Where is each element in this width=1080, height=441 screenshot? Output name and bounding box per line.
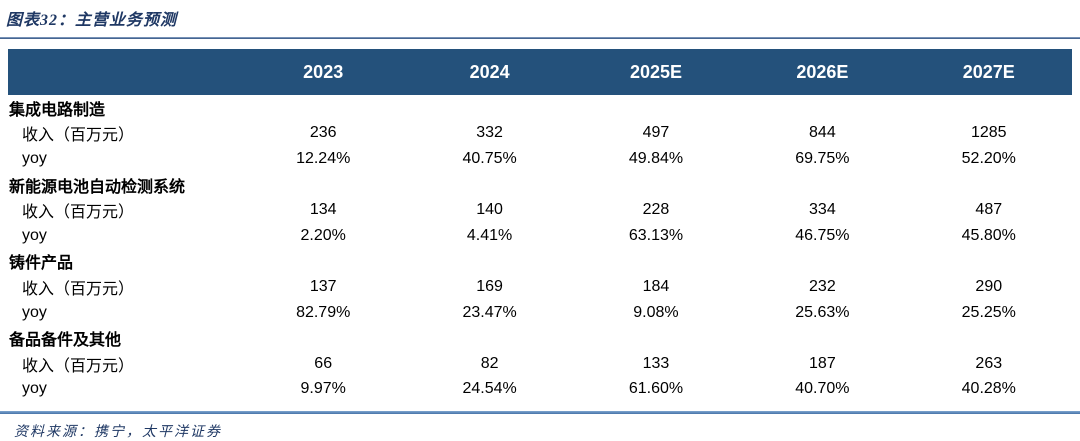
row-label-yoy: yoy — [22, 149, 47, 167]
yoy-value: 2.20% — [300, 226, 346, 244]
column-header-2025e: 2025E — [572, 49, 740, 95]
column-header-2027e: 2027E — [905, 49, 1072, 95]
table-header-row: 2023 2024 2025E 2026E 2027E — [8, 49, 1072, 95]
section-header-row: 新能源电池自动检测系统 — [8, 172, 1072, 198]
yoy-value: 52.20% — [961, 149, 1016, 167]
section-name: 新能源电池自动检测系统 — [9, 178, 186, 196]
yoy-value: 69.75% — [795, 149, 850, 167]
row-label-yoy: yoy — [22, 380, 47, 398]
column-header-empty — [8, 49, 240, 95]
yoy-value: 24.54% — [462, 380, 517, 398]
revenue-value: 263 — [975, 354, 1003, 372]
row-label-revenue: 收入（百万元） — [22, 357, 135, 375]
revenue-value: 497 — [642, 124, 670, 142]
revenue-value: 236 — [309, 124, 337, 142]
row-label-yoy: yoy — [22, 303, 47, 321]
yoy-value: 82.79% — [296, 303, 351, 321]
row-label-revenue: 收入（百万元） — [22, 204, 135, 222]
source-note: 资料来源：携宁，太平洋证券 — [14, 425, 222, 441]
revenue-value: 134 — [309, 201, 337, 219]
column-header-2024: 2024 — [406, 49, 573, 95]
yoy-value: 40.70% — [795, 380, 850, 398]
figure-title: 图表32：主营业务预测 — [6, 12, 178, 29]
yoy-row: yoy 82.79% 23.47% 9.08% 25.63% 25.25% — [8, 300, 1072, 326]
revenue-value: 228 — [642, 201, 670, 219]
revenue-value: 232 — [809, 277, 836, 295]
yoy-value: 25.63% — [795, 303, 850, 321]
revenue-value: 66 — [314, 354, 333, 372]
yoy-value: 46.75% — [795, 226, 850, 244]
revenue-row: 收入（百万元） 66 82 133 187 263 — [8, 351, 1072, 377]
yoy-value: 25.25% — [961, 303, 1016, 321]
row-label-yoy: yoy — [22, 226, 47, 244]
section-name: 集成电路制造 — [9, 101, 106, 119]
section-name: 备品备件及其他 — [9, 332, 122, 350]
revenue-value: 334 — [809, 201, 836, 219]
yoy-value: 45.80% — [961, 226, 1016, 244]
revenue-value: 82 — [480, 354, 499, 372]
yoy-value: 49.84% — [628, 149, 684, 167]
yoy-value: 4.41% — [466, 226, 513, 244]
yoy-value: 40.28% — [961, 380, 1016, 398]
revenue-row: 收入（百万元） 236 332 497 844 1285 — [8, 121, 1072, 147]
column-header-2026e: 2026E — [739, 49, 906, 95]
yoy-value: 23.47% — [462, 303, 517, 321]
yoy-value: 9.08% — [633, 303, 679, 321]
yoy-value: 63.13% — [628, 226, 684, 244]
section-header-row: 集成电路制造 — [8, 95, 1072, 121]
yoy-value: 12.24% — [296, 149, 351, 167]
revenue-value: 187 — [809, 354, 836, 372]
yoy-row: yoy 12.24% 40.75% 49.84% 69.75% 52.20% — [8, 146, 1072, 172]
revenue-value: 184 — [642, 277, 670, 295]
yoy-value: 40.75% — [462, 149, 517, 167]
section-name: 铸件产品 — [9, 255, 74, 273]
column-header-2023: 2023 — [240, 49, 407, 95]
revenue-value: 290 — [975, 277, 1003, 295]
table-bottom-rule — [0, 411, 1080, 415]
row-label-revenue: 收入（百万元） — [22, 280, 135, 298]
yoy-value: 61.60% — [628, 380, 684, 398]
yoy-row: yoy 9.97% 24.54% 61.60% 40.70% 40.28% — [8, 377, 1072, 403]
forecast-table: 2023 2024 2025E 2026E 2027E 集成电路制造 收入（百万… — [8, 49, 1072, 402]
revenue-value: 332 — [476, 124, 503, 142]
revenue-value: 137 — [309, 277, 337, 295]
section-header-row: 铸件产品 — [8, 249, 1072, 275]
revenue-row: 收入（百万元） 137 169 184 232 290 — [8, 274, 1072, 300]
revenue-value: 169 — [476, 277, 503, 295]
yoy-value: 9.97% — [300, 380, 346, 398]
yoy-row: yoy 2.20% 4.41% 63.13% 46.75% 45.80% — [8, 223, 1072, 249]
revenue-value: 1285 — [970, 124, 1007, 142]
row-label-revenue: 收入（百万元） — [22, 127, 135, 145]
revenue-row: 收入（百万元） 134 140 228 334 487 — [8, 197, 1072, 223]
revenue-value: 140 — [476, 201, 503, 219]
revenue-value: 133 — [642, 354, 670, 372]
revenue-value: 844 — [809, 124, 836, 142]
revenue-value: 487 — [975, 201, 1003, 219]
section-header-row: 备品备件及其他 — [8, 325, 1072, 351]
title-divider-rule — [0, 37, 1080, 39]
